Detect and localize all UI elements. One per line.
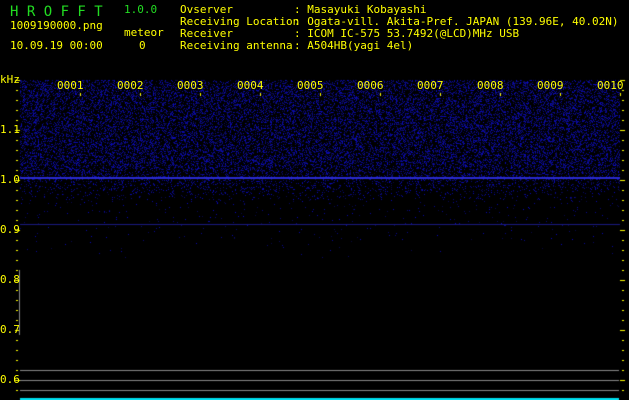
time-label: 0003 [177, 79, 204, 92]
y-unit-label: kHz [0, 73, 20, 86]
info-label: Receiver [180, 27, 233, 40]
info-value: : ICOM IC-575 53.7492(@LCD)MHz USB [294, 27, 520, 40]
y-tick-label: 1.1 [0, 123, 20, 136]
time-label: 0007 [417, 79, 444, 92]
time-label: 0001 [57, 79, 84, 92]
y-tick-label: 1.0 [0, 173, 20, 186]
time-label: 0002 [117, 79, 144, 92]
info-value: : Ogata-vill. Akita-Pref. JAPAN (139.96E… [294, 15, 619, 28]
app-version: 1.0.0 [124, 3, 158, 16]
meteor-label: meteor [124, 26, 164, 39]
info-label: Receiving Location [180, 15, 300, 28]
info-label: Receiving antenna [180, 39, 293, 52]
app-title: H R O F F T [10, 4, 103, 20]
time-label: 0009 [537, 79, 564, 92]
y-tick-label: 0.7 [0, 323, 20, 336]
y-tick-label: 0.8 [0, 273, 20, 286]
y-tick-label: 0.9 [0, 223, 20, 236]
time-label: 0010 [597, 79, 624, 92]
time-label: 0005 [297, 79, 324, 92]
datetime: 10.09.19 00:00 [10, 39, 103, 52]
y-tick-label: 0.6 [0, 373, 20, 386]
info-value: : Masayuki Kobayashi [294, 3, 427, 16]
meteor-count: 0 [139, 39, 146, 52]
time-label: 0008 [477, 79, 504, 92]
time-label: 0006 [357, 79, 384, 92]
info-label: Ovserver [180, 3, 233, 16]
info-value: : A504HB(yagi 4el) [294, 39, 414, 52]
time-label: 0004 [237, 79, 264, 92]
filename: 1009190000.png [10, 19, 103, 32]
